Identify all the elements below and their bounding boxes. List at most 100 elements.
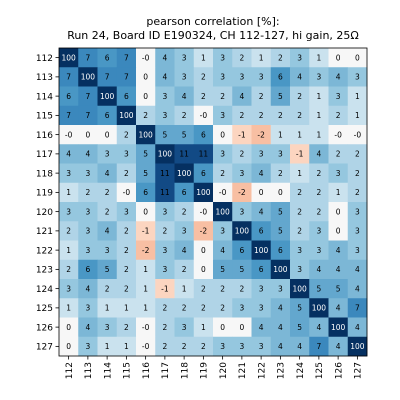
- heatmap-cell: [347, 279, 368, 299]
- heatmap-cell: [232, 259, 252, 280]
- heatmap-cell: [328, 125, 349, 145]
- heatmap-cell: [155, 86, 175, 107]
- y-tick-label: 121: [36, 227, 53, 237]
- x-tick-label: 115: [123, 362, 133, 379]
- heatmap-cell: [232, 105, 252, 126]
- cell-value-label: 4: [336, 265, 341, 274]
- heatmap-cell: [97, 144, 118, 164]
- heatmap-cell: [97, 317, 118, 338]
- cell-value-label: 2: [85, 188, 90, 197]
- y-tick-label: 122: [36, 246, 53, 256]
- cell-value-label: 1: [316, 53, 321, 62]
- cell-value-label: 2: [278, 169, 283, 178]
- cell-value-label: -2: [200, 227, 208, 236]
- cell-value-label: 6: [105, 53, 110, 62]
- heatmap-cell: [174, 86, 195, 107]
- heatmap-cell: [174, 279, 195, 299]
- y-tick-label: 116: [36, 131, 53, 141]
- heatmap-cell: [174, 105, 195, 126]
- cell-value-label: -0: [123, 188, 131, 197]
- cell-value-label: 3: [316, 246, 321, 255]
- heatmap-cell: [193, 48, 214, 68]
- heatmap-cell: [174, 125, 195, 145]
- cell-value-label: 4: [316, 150, 321, 159]
- cell-value-label: 4: [355, 265, 360, 274]
- heatmap-cell: [347, 144, 368, 164]
- cell-value-label: 1: [316, 92, 321, 101]
- heatmap-cell: [59, 298, 79, 318]
- cell-value-label: 3: [105, 150, 110, 159]
- cell-value-label: 5: [162, 130, 167, 139]
- cell-value-label: 2: [259, 111, 264, 120]
- heatmap-cell: [309, 182, 329, 203]
- heatmap-cell: [155, 317, 175, 338]
- heatmap-cell: [136, 105, 156, 126]
- heatmap-cell: [59, 144, 79, 164]
- cell-value-label: 0: [143, 92, 148, 101]
- heatmap-cell: [155, 105, 175, 126]
- cell-value-label: 3: [162, 111, 167, 120]
- cell-value-label: 100: [119, 111, 134, 120]
- cell-value-label: -0: [354, 130, 362, 139]
- cell-value-label: 4: [297, 342, 302, 351]
- heatmap-cell: [347, 125, 368, 145]
- cell-value-label: 2: [297, 111, 302, 120]
- heatmap-cell: [155, 279, 175, 299]
- cell-value-label: -0: [65, 130, 73, 139]
- heatmap-cell: [59, 279, 79, 299]
- heatmap-cell: [270, 163, 291, 184]
- heatmap-cell: [78, 336, 98, 357]
- heatmap-cell: [59, 202, 79, 222]
- cell-value-label: 2: [220, 92, 225, 101]
- cell-value-label: 1: [297, 169, 302, 178]
- heatmap-cell: [309, 336, 329, 357]
- heatmap-cell: [347, 221, 368, 241]
- heatmap-cell: [328, 240, 349, 261]
- heatmap-cell: [232, 221, 252, 241]
- x-tick-label: 117: [161, 362, 171, 379]
- heatmap-cell: [232, 163, 252, 184]
- cell-value-label: 100: [100, 92, 115, 101]
- heatmap-cell: [328, 86, 349, 107]
- cell-value-label: 4: [162, 53, 167, 62]
- cell-value-label: 0: [201, 265, 206, 274]
- cell-value-label: 3: [85, 227, 90, 236]
- heatmap-cell: [213, 317, 233, 338]
- heatmap-cell: [328, 259, 349, 280]
- heatmap-cell: [78, 144, 98, 164]
- heatmap-cell: [328, 48, 349, 68]
- heatmap-cell: [97, 67, 118, 87]
- cell-value-label: 3: [182, 53, 187, 62]
- heatmap-cell: [155, 125, 175, 145]
- cell-value-label: 2: [182, 111, 187, 120]
- heatmap-cell: [193, 67, 214, 87]
- cell-value-label: -1: [296, 150, 304, 159]
- cell-value-label: 3: [336, 92, 341, 101]
- cell-value-label: 3: [259, 73, 264, 82]
- heatmap-cell: [232, 67, 252, 87]
- cell-value-label: 0: [201, 246, 206, 255]
- heatmap-cell: [155, 298, 175, 318]
- cell-value-label: 100: [292, 284, 307, 293]
- heatmap-cell: [290, 221, 310, 241]
- heatmap-cell: [97, 298, 118, 318]
- heatmap-cell: [213, 202, 233, 222]
- heatmap-cell: [136, 317, 156, 338]
- heatmap-cell: [174, 259, 195, 280]
- heatmap-cell: [309, 298, 329, 318]
- cell-value-label: 0: [220, 130, 225, 139]
- heatmap-cell: [290, 317, 310, 338]
- cell-value-label: 3: [297, 265, 302, 274]
- heatmap-cell: [232, 202, 252, 222]
- heatmap-cell: [270, 202, 291, 222]
- cell-value-label: 5: [143, 169, 148, 178]
- cell-value-label: 4: [278, 304, 283, 313]
- heatmap-cell: [59, 48, 79, 68]
- x-tick-label: 118: [180, 362, 190, 379]
- heatmap-cell: [193, 105, 214, 126]
- heatmap-cell: [270, 259, 291, 280]
- y-tick-label: 117: [36, 150, 53, 160]
- cell-value-label: 2: [162, 342, 167, 351]
- cell-value-label: 3: [355, 73, 360, 82]
- y-tick-label: 120: [36, 208, 53, 218]
